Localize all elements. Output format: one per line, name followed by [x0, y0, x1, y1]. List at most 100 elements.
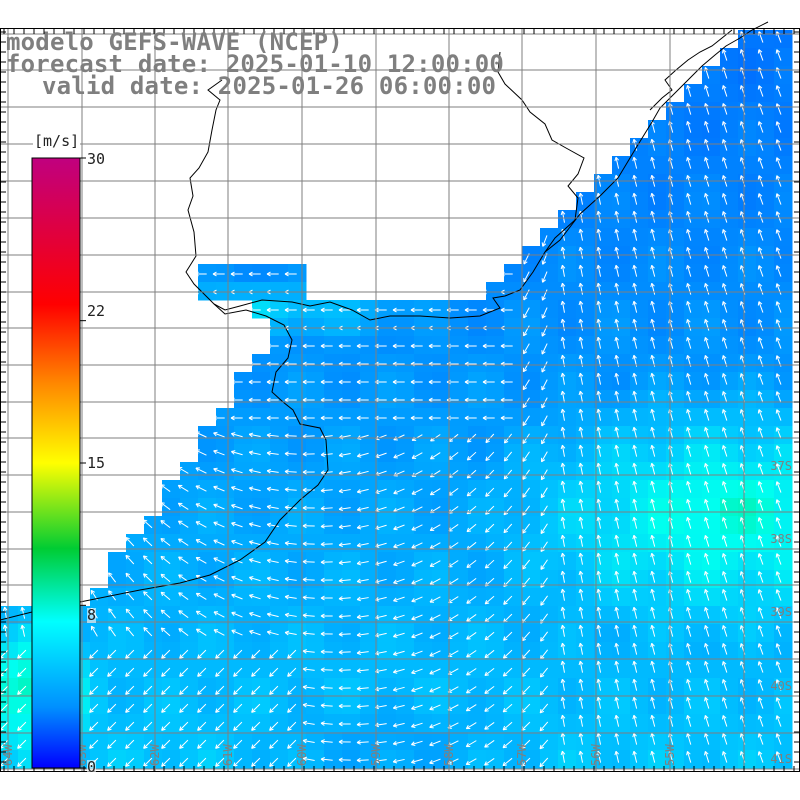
wind-arrow — [410, 307, 423, 313]
wind-arrow — [161, 721, 171, 731]
wind-arrow — [686, 427, 692, 439]
wind-cell — [576, 588, 595, 607]
wind-cell — [342, 570, 361, 589]
wind-arrow — [704, 733, 710, 745]
wind-arrow — [125, 554, 135, 565]
wind-cell — [162, 660, 181, 679]
wind-arrow — [411, 524, 423, 531]
wind-arrow — [650, 264, 656, 277]
wind-arrow — [302, 702, 315, 708]
wind-arrow — [632, 210, 638, 223]
wind-arrow — [650, 678, 656, 691]
wind-arrow — [632, 606, 638, 619]
wind-cell — [450, 372, 469, 391]
wind-cell — [306, 336, 325, 355]
wind-arrow — [302, 756, 315, 762]
wind-cell — [630, 678, 649, 697]
wind-arrow — [429, 686, 441, 693]
wind-arrow — [578, 534, 584, 547]
wind-arrow — [721, 715, 728, 727]
wind-arrow — [540, 559, 548, 570]
wind-arrow — [266, 468, 279, 474]
wind-arrow — [757, 265, 764, 277]
wind-arrow — [704, 751, 710, 763]
wind-arrow — [775, 697, 782, 709]
wind-arrow — [392, 415, 405, 421]
wind-cell — [414, 660, 433, 679]
wind-arrow — [428, 379, 441, 385]
wind-arrow — [704, 283, 710, 295]
wind-arrow — [466, 523, 477, 533]
wind-arrow — [197, 739, 207, 749]
wind-cell — [486, 282, 505, 301]
wind-cell — [126, 696, 145, 715]
wind-arrow — [721, 427, 728, 439]
wind-cell — [126, 552, 145, 571]
wind-arrow — [392, 740, 405, 746]
wind-cell — [522, 696, 541, 715]
wind-arrow — [266, 486, 279, 492]
wind-arrow — [20, 624, 26, 637]
wind-arrow — [578, 264, 584, 277]
wind-cell — [522, 264, 541, 283]
wind-arrow — [614, 696, 620, 709]
wind-arrow — [482, 343, 495, 349]
wind-cell — [306, 444, 325, 463]
wind-cell — [216, 570, 235, 589]
wind-arrow — [522, 523, 531, 534]
wind-cell — [558, 336, 577, 355]
wind-cell — [612, 624, 631, 643]
wind-cell — [774, 642, 793, 661]
wind-cell — [522, 444, 541, 463]
wind-arrow — [502, 757, 513, 767]
wind-cell — [108, 588, 127, 607]
wind-arrow — [269, 739, 279, 749]
wind-arrow — [614, 750, 620, 763]
wind-cell — [468, 570, 487, 589]
wind-arrow — [302, 595, 315, 600]
wind-arrow — [428, 415, 441, 421]
wind-arrow — [560, 498, 566, 511]
wind-cell — [90, 642, 109, 661]
wind-cell — [432, 696, 451, 715]
wind-arrow — [178, 538, 189, 546]
wind-cell — [360, 552, 379, 571]
wind-arrow — [704, 139, 710, 151]
wind-arrow — [125, 667, 135, 677]
wind-cell — [612, 228, 631, 247]
wind-cell — [342, 552, 361, 571]
wind-arrow — [466, 614, 477, 622]
wind-arrow — [302, 559, 315, 565]
wind-cell — [270, 336, 289, 355]
wind-arrow — [793, 283, 800, 295]
wind-cell — [324, 714, 343, 733]
wind-arrow — [320, 379, 333, 385]
wind-cell — [558, 732, 577, 751]
wind-cell — [648, 426, 667, 445]
wind-cell — [630, 390, 649, 409]
wind-cell — [486, 336, 505, 355]
wind-cell — [576, 696, 595, 715]
wind-cell — [450, 390, 469, 409]
wind-arrow — [302, 649, 315, 654]
wind-arrow — [793, 139, 800, 151]
wind-cell — [216, 606, 235, 625]
wind-cell — [378, 462, 397, 481]
wind-cell — [360, 660, 379, 679]
wind-arrow — [632, 408, 638, 421]
wind-cell — [576, 444, 595, 463]
wind-arrow — [429, 632, 441, 639]
wind-cell — [486, 444, 505, 463]
wind-arrow — [793, 751, 800, 763]
wind-cell — [324, 462, 343, 481]
wind-cell — [234, 732, 253, 751]
colorbar-tick-label: 22 — [87, 302, 106, 320]
wind-arrow — [775, 733, 782, 745]
wind-arrow — [704, 625, 710, 637]
wind-arrow — [338, 703, 351, 709]
wind-arrow — [596, 228, 602, 241]
wind-cell — [324, 534, 343, 553]
wind-cell — [324, 624, 343, 643]
wind-cell — [576, 192, 595, 211]
wind-arrow — [392, 668, 405, 674]
